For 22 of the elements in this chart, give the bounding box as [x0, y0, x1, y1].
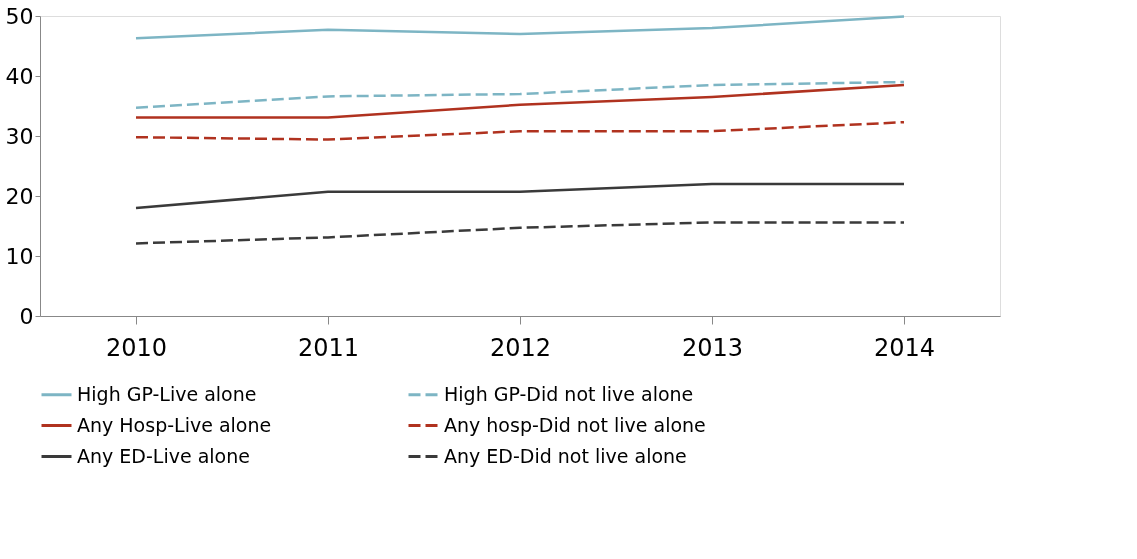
y-tick-label: 50 [5, 3, 34, 29]
y-tick-label: 20 [5, 183, 34, 209]
y-tick-label: 10 [5, 243, 34, 269]
line-series [134, 80, 906, 110]
legend-label: High GP-Did not live alone [444, 382, 694, 405]
x-tick-label: 2011 [297, 333, 360, 362]
legend-label: High GP-Live alone [77, 382, 257, 405]
line-series [134, 221, 906, 245]
legend-label: Any ED-Did not live alone [444, 444, 687, 467]
x-tick-label: 2014 [873, 333, 936, 362]
legend-label: Any hosp-Did not live alone [444, 413, 706, 436]
x-tick-label: 2013 [681, 333, 744, 362]
y-tick-label: 0 [19, 303, 34, 329]
y-tick-label: 40 [5, 63, 34, 89]
x-tick-label: 2010 [105, 333, 168, 362]
y-tick-label: 30 [5, 123, 34, 149]
legend-label: Any Hosp-Live alone [77, 413, 272, 436]
legend-label: Any ED-Live alone [77, 444, 250, 467]
line-series [134, 83, 906, 119]
line-series [134, 120, 906, 141]
line-series [134, 15, 906, 40]
x-tick-label: 2012 [489, 333, 552, 362]
